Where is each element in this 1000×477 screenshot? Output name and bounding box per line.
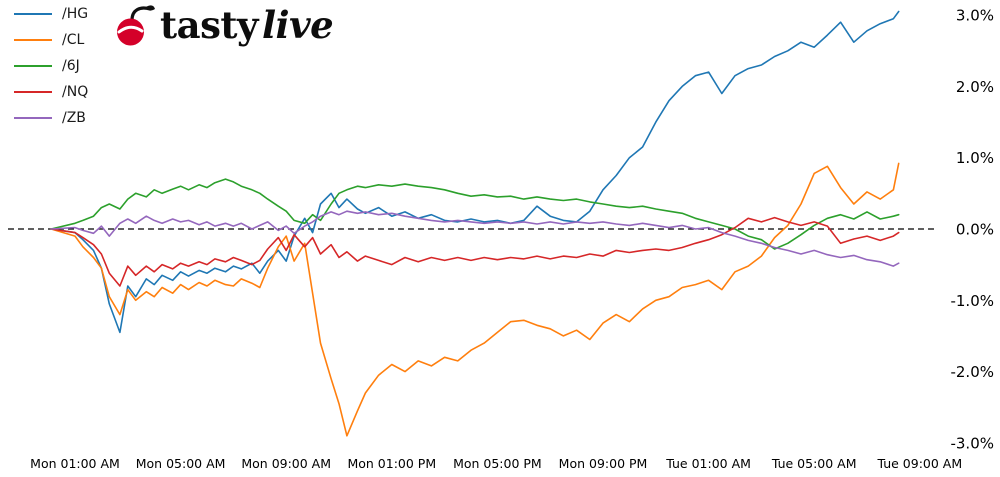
legend-label-cl: /CL <box>62 32 85 48</box>
y-tick-label: 0.0% <box>956 221 994 239</box>
series-line-nq <box>50 216 900 287</box>
x-tick-label: Mon 09:00 PM <box>559 456 648 471</box>
y-tick-label: -3.0% <box>950 434 994 452</box>
legend-item-zb: /ZB <box>14 105 88 131</box>
legend-item-cl: /CL <box>14 27 88 53</box>
series-line-cl <box>50 162 900 437</box>
legend-item-nq: /NQ <box>14 79 88 105</box>
y-tick-label: -2.0% <box>950 363 994 381</box>
x-tick-label: Tue 09:00 AM <box>876 456 962 471</box>
legend-label-zb: /ZB <box>62 110 86 126</box>
logo-word-live: live <box>262 3 334 47</box>
logo-word-tasty: tasty <box>160 3 259 47</box>
series-line-6j <box>50 178 900 250</box>
legend-line-swatch-cl <box>14 38 52 42</box>
y-tick-label: 2.0% <box>956 78 994 96</box>
x-tick-label: Tue 01:00 AM <box>665 456 751 471</box>
series-line-hg <box>50 10 900 334</box>
x-tick-label: Mon 01:00 PM <box>347 456 436 471</box>
x-tick-label: Tue 05:00 AM <box>771 456 857 471</box>
y-tick-label: 3.0% <box>956 7 994 25</box>
x-tick-label: Mon 05:00 AM <box>136 456 226 471</box>
legend-label-nq: /NQ <box>62 84 89 100</box>
legend: /HG /CL /6J /NQ /ZB <box>14 1 88 131</box>
legend-line-swatch-hg <box>14 12 52 16</box>
x-tick-label: Mon 05:00 PM <box>453 456 542 471</box>
y-tick-label: -1.0% <box>950 292 994 310</box>
legend-line-swatch-nq <box>14 90 52 94</box>
series-line-zb <box>50 210 900 267</box>
legend-label-6j: /6J <box>62 58 80 74</box>
legend-item-hg: /HG <box>14 1 88 27</box>
cherry-icon <box>117 5 155 46</box>
x-tick-label: Mon 01:00 AM <box>30 456 120 471</box>
legend-line-swatch-zb <box>14 116 52 120</box>
legend-item-6j: /6J <box>14 53 88 79</box>
legend-line-swatch-6j <box>14 64 52 68</box>
x-tick-label: Mon 09:00 AM <box>241 456 331 471</box>
tastylive-logo: tasty live <box>114 2 334 48</box>
y-tick-label: 1.0% <box>956 149 994 167</box>
legend-label-hg: /HG <box>62 6 89 22</box>
